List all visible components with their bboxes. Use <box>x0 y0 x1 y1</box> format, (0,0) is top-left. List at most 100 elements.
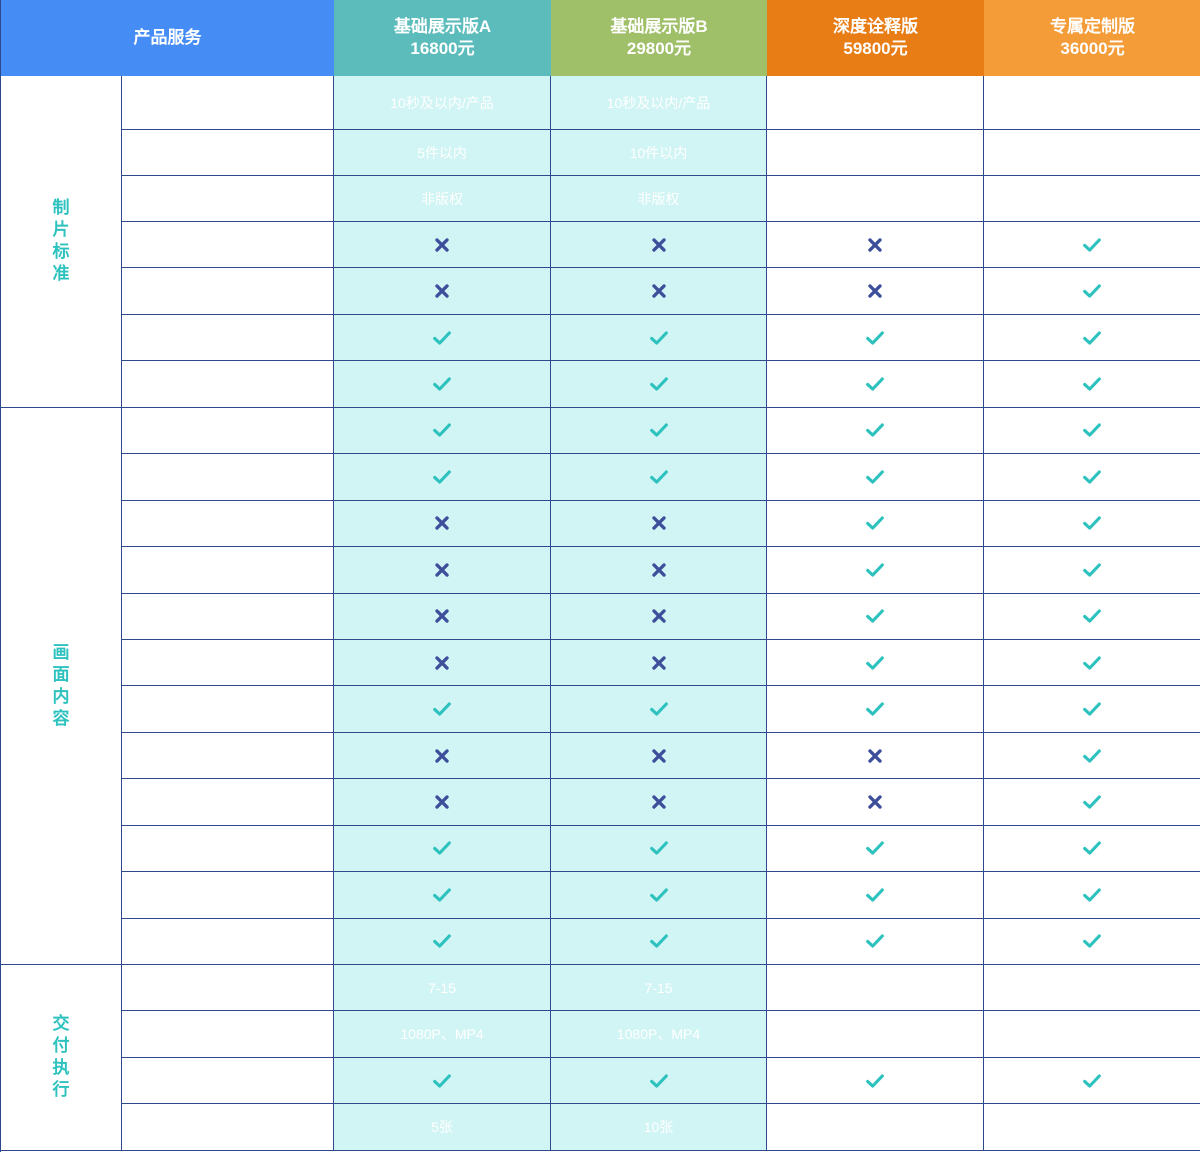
plan-cell <box>984 872 1200 919</box>
plan-cell <box>551 361 767 408</box>
feature-cell <box>122 1011 334 1058</box>
feature-cell <box>122 547 334 594</box>
plan-cell <box>334 407 551 455</box>
plan-cell: 7-15 <box>334 965 551 1012</box>
cross-icon <box>435 609 449 623</box>
plan-cell <box>334 639 551 687</box>
check-icon <box>1083 238 1101 252</box>
plan-cell <box>984 315 1200 362</box>
plan-cell <box>551 872 767 919</box>
plan-cell-text: 1080P、MP4 <box>616 1026 701 1043</box>
cross-icon <box>651 748 666 763</box>
check-icon <box>433 841 451 856</box>
plan-cell <box>334 268 551 315</box>
check-icon <box>649 423 668 438</box>
check-icon <box>866 609 884 623</box>
plan-cell <box>767 222 984 269</box>
plan-cell <box>334 918 551 965</box>
plan-cell <box>984 779 1200 826</box>
plan-header-custom: 专属定制版 36000元 <box>984 0 1200 76</box>
feature-cell <box>122 176 334 222</box>
cross-icon <box>651 655 666 670</box>
check-icon <box>1083 934 1101 948</box>
check-icon <box>649 841 668 856</box>
plan-cell <box>551 268 767 315</box>
plan-cell <box>334 314 551 362</box>
plan-cell: 非版权 <box>334 176 551 222</box>
check-icon <box>866 934 884 948</box>
cross-icon <box>435 238 449 252</box>
plan-cell <box>334 500 551 548</box>
plan-cell <box>767 779 984 826</box>
plan-cell <box>767 732 984 780</box>
feature-cell <box>122 965 334 1012</box>
feature-cell <box>122 918 334 965</box>
cross-icon <box>435 284 449 298</box>
header-service-label: 产品服务 <box>133 28 202 47</box>
plan-cell <box>551 454 767 501</box>
check-icon <box>433 377 451 391</box>
plan-cell <box>767 130 984 176</box>
cross-icon <box>651 284 666 298</box>
check-icon <box>866 841 884 856</box>
feature-cell <box>122 872 334 919</box>
check-icon <box>433 423 451 438</box>
plan-name: 基础展示版B <box>610 17 708 36</box>
check-icon <box>866 377 884 391</box>
plan-cell <box>551 732 767 780</box>
check-icon <box>649 702 668 716</box>
plan-cell <box>551 407 767 455</box>
plan-cell <box>334 454 551 501</box>
check-icon <box>1083 1073 1101 1088</box>
category-delivery: 交付执行 <box>1 965 122 1151</box>
plan-cell <box>984 547 1200 594</box>
plan-cell-text: 非版权 <box>637 190 680 207</box>
check-icon <box>433 1073 451 1088</box>
cross-icon <box>651 516 666 531</box>
plan-cell <box>984 640 1200 687</box>
plan-cell <box>984 408 1200 455</box>
check-icon <box>1083 748 1101 763</box>
check-icon <box>649 1073 668 1088</box>
check-icon <box>1083 888 1101 902</box>
plan-cell <box>984 76 1200 130</box>
plan-cell <box>551 547 767 594</box>
plan-cell <box>767 918 984 965</box>
plan-cell <box>767 1057 984 1105</box>
check-icon <box>1083 609 1101 623</box>
plan-cell: 5件以内 <box>334 130 551 176</box>
check-icon <box>1083 423 1101 438</box>
plan-cell <box>984 919 1200 965</box>
plan-cell <box>334 825 551 873</box>
check-icon <box>649 934 668 948</box>
check-icon <box>1083 795 1101 809</box>
check-icon <box>866 1073 884 1088</box>
feature-cell <box>122 407 334 455</box>
plan-cell <box>984 826 1200 873</box>
plan-cell <box>767 547 984 594</box>
plan-cell-text: 7-15 <box>427 979 457 996</box>
cross-icon <box>435 516 449 531</box>
plan-price: 29800元 <box>626 39 692 58</box>
check-icon <box>1083 284 1101 298</box>
plan-cell <box>984 268 1200 315</box>
plan-cell <box>984 686 1200 733</box>
plan-cell <box>334 732 551 780</box>
plan-cell <box>984 1104 1200 1151</box>
plan-cell <box>551 222 767 269</box>
plan-cell <box>334 547 551 594</box>
plan-cell <box>984 965 1200 1012</box>
plan-cell <box>767 176 984 222</box>
category-visual-content: 画面内容 <box>1 407 122 965</box>
plan-cell <box>551 314 767 362</box>
cross-icon <box>868 795 882 809</box>
plan-cell <box>334 872 551 919</box>
cross-icon <box>435 795 449 809</box>
check-icon <box>1083 470 1101 484</box>
check-icon <box>1083 563 1101 577</box>
plan-cell <box>767 686 984 733</box>
plan-cell-text: 5件以内 <box>417 144 467 161</box>
feature-cell <box>122 593 334 640</box>
plan-cell <box>551 918 767 965</box>
